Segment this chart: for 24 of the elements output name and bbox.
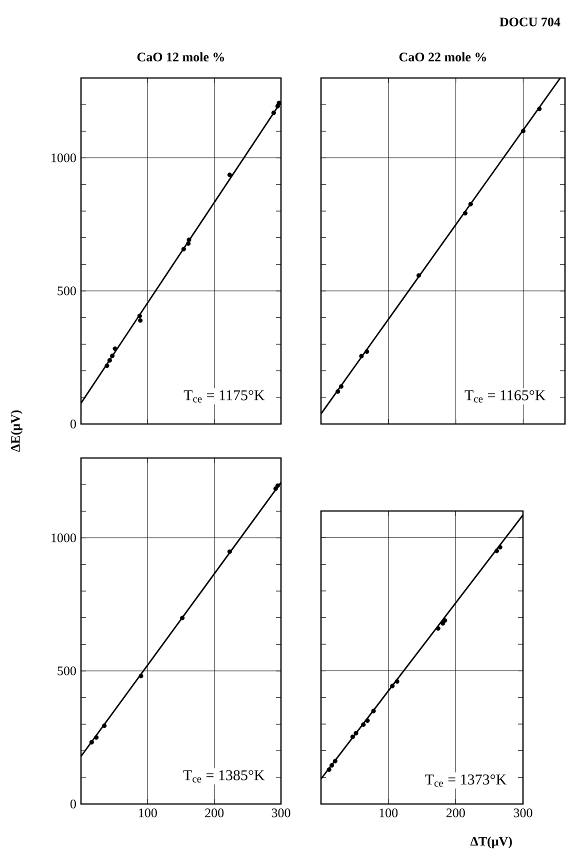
annotation: T$_{ce}$ = 1373°K [425,774,506,787]
y-tick-label: 0 [70,800,76,808]
x-tick-label: 100 [380,808,398,818]
point [442,618,448,623]
point [227,172,232,178]
annotation: T$_{ce}$ = 1385°K [183,770,265,782]
x-tick-label: 200 [205,808,224,818]
chart-title: CaO 22 mole % [399,52,486,62]
chart-title: CaO 12 mole % [137,52,224,62]
y-tick-label: 500 [58,666,76,676]
x-axis-title: ΔT(μV) [470,836,512,848]
annotation: T$_{ce}$ = 1165°K [464,390,546,402]
x-tick-label: 100 [139,808,157,818]
y-tick-label: 500 [58,286,76,296]
x-tick-label: 200 [446,808,465,818]
point [138,318,143,323]
y-tick-label: 1000 [52,153,76,162]
y-axis-title: ΔE(μV) [10,410,22,452]
x-tick-label: 300 [514,808,532,818]
text: DOCU 704 [500,18,560,26]
y-tick-label: 0 [70,420,76,428]
y-tick-label: 1000 [52,533,76,542]
annotation: T$_{ce}$ = 1175°K [184,390,265,402]
x-tick-label: 300 [272,808,290,818]
